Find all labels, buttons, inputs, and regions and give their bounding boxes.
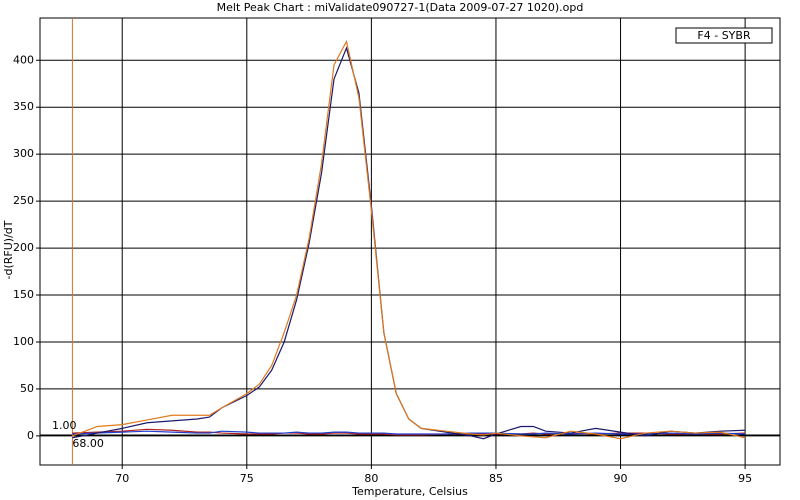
y-tick-label: 300: [13, 147, 34, 160]
x-tick-label: 75: [240, 472, 254, 485]
x-tick-label: 85: [489, 472, 503, 485]
series-line: [72, 39, 746, 440]
x-tick-label: 90: [614, 472, 628, 485]
legend-box: [675, 27, 773, 44]
legend-label: F4 - SYBR: [697, 29, 751, 42]
x-axis-label: Temperature, Celsius: [351, 485, 468, 498]
y-tick-label: 250: [13, 194, 34, 207]
y-tick-label: 100: [13, 335, 34, 348]
marker-label: 68.00: [72, 437, 104, 450]
y-tick-label: 200: [13, 241, 34, 254]
y-tick-label: 50: [20, 382, 34, 395]
chart-title: Melt Peak Chart : miValidate090727-1(Dat…: [217, 1, 584, 14]
y-axis-label: -d(RFU)/dT: [2, 220, 15, 279]
series-line: [72, 46, 746, 440]
y-tick-label: 350: [13, 100, 34, 113]
plot-frame: [39, 17, 781, 466]
threshold-label: 1.00: [52, 419, 77, 432]
y-tick-label: 0: [27, 429, 34, 442]
y-tick-label: 400: [13, 53, 34, 66]
x-tick-label: 80: [364, 472, 378, 485]
y-tick-label: 150: [13, 288, 34, 301]
x-tick-label: 70: [115, 472, 129, 485]
x-tick-label: 95: [738, 472, 752, 485]
